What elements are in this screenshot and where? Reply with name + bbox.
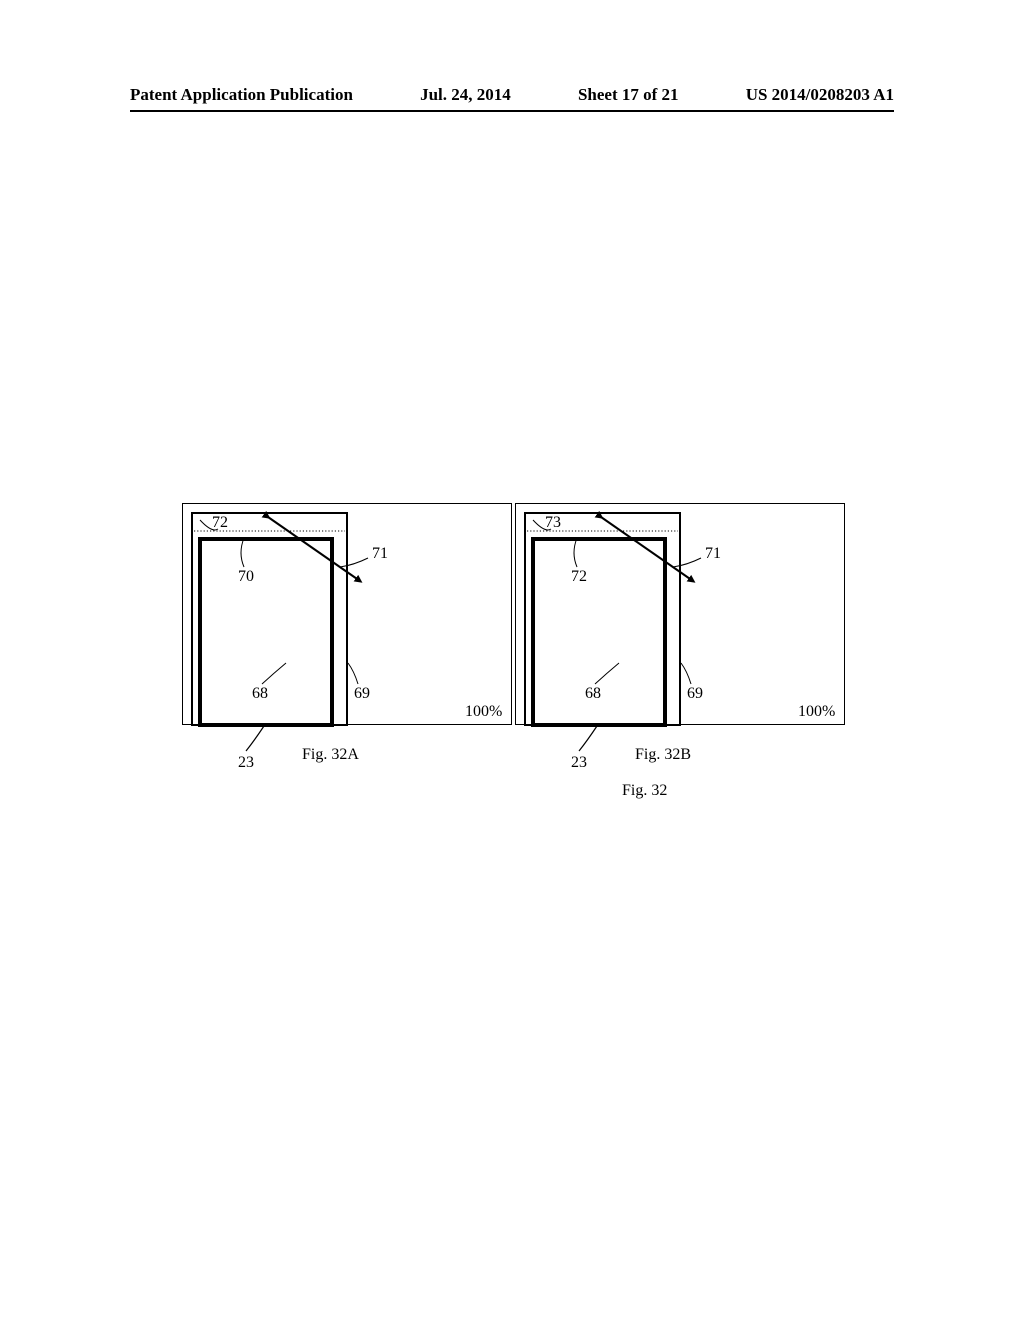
panel-b-lead-72	[574, 538, 577, 567]
figure-svg: 72 71 70 68 69 100% 23	[182, 503, 845, 800]
panel-b-label-72: 72	[571, 568, 587, 585]
panel-b-zoom: 100%	[798, 703, 835, 720]
panel-b-caption: Fig. 32B	[635, 746, 691, 763]
publication-label: Patent Application Publication	[130, 85, 353, 105]
panel-a-lead-23	[246, 726, 264, 751]
panel-a-lead-71	[340, 558, 368, 567]
page-header: Patent Application Publication Jul. 24, …	[130, 85, 894, 105]
publication-date: Jul. 24, 2014	[420, 85, 511, 105]
panel-a-caption: Fig. 32A	[302, 746, 359, 763]
publication-number: US 2014/0208203 A1	[746, 85, 894, 105]
panel-b-label-73: 73	[545, 514, 561, 531]
panel-a-zoom: 100%	[465, 703, 502, 720]
panel-a-label-70: 70	[238, 568, 254, 585]
panel-a-lead-69	[348, 663, 358, 684]
figure-master-caption: Fig. 32	[622, 782, 667, 799]
panel-a-label-23: 23	[238, 754, 254, 771]
page: Patent Application Publication Jul. 24, …	[0, 0, 1024, 1320]
panel-b-label-68: 68	[585, 685, 601, 702]
panel-a-medium-rect	[192, 513, 347, 725]
panel-b-label-69: 69	[687, 685, 703, 702]
panel-a-label-69: 69	[354, 685, 370, 702]
panel-b-lead-71	[673, 558, 701, 567]
sheet-number: Sheet 17 of 21	[578, 85, 679, 105]
panel-a-label-72: 72	[212, 514, 228, 531]
header-rule	[130, 110, 894, 112]
panel-a-lead-68	[262, 663, 286, 684]
panel-b-lead-69	[681, 663, 691, 684]
panel-b-label-23: 23	[571, 754, 587, 771]
panel-a-label-68: 68	[252, 685, 268, 702]
panel-b-lead-23	[579, 726, 597, 751]
panel-b-label-71: 71	[705, 545, 721, 562]
figure-32: 72 71 70 68 69 100% 23	[182, 503, 845, 800]
panel-b-lead-68	[595, 663, 619, 684]
panel-b: 73 71 72 68 69 100% 23 Fig. 32B	[516, 504, 845, 772]
panel-a-lead-70	[241, 538, 244, 567]
panel-b-medium-rect	[525, 513, 680, 725]
panel-a: 72 71 70 68 69 100% 23	[183, 504, 512, 772]
panel-a-label-71: 71	[372, 545, 388, 562]
